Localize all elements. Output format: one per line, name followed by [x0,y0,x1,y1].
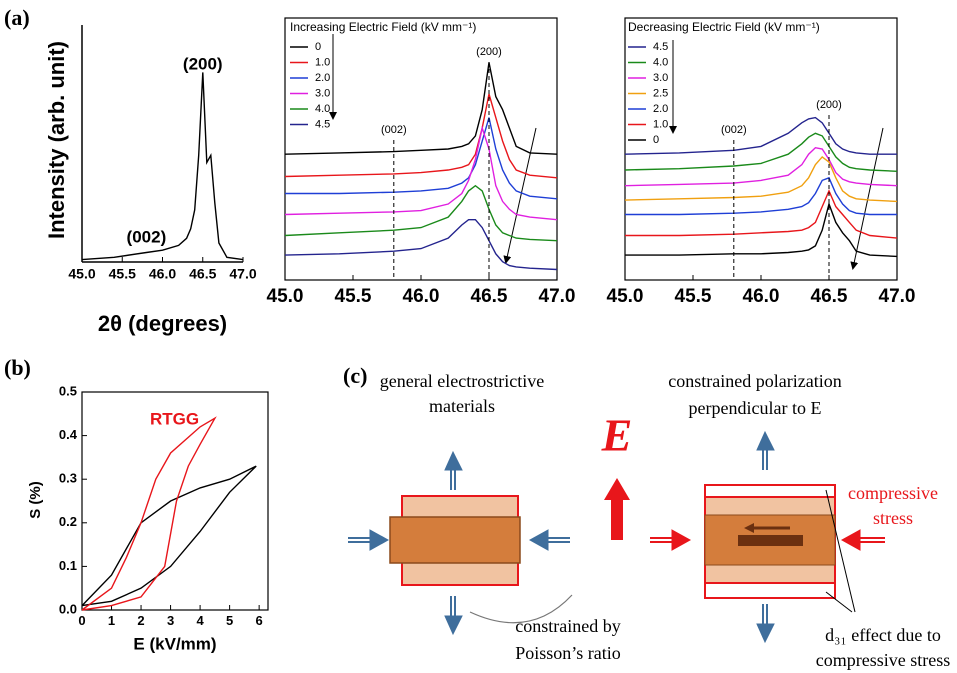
data-line [624,146,898,187]
data-line [284,62,558,155]
data-line [625,201,898,258]
caption: general electrostrictive [380,371,544,391]
trend-arrow [503,127,537,264]
x-axis-label: E (kV/mm) [133,634,216,653]
data-line [81,465,257,607]
annotation: (200) [816,99,842,111]
x-tick-label: 46.0 [149,265,176,281]
x-tick-label: 3 [167,613,174,628]
data-line [284,219,558,271]
frame [81,391,269,611]
legend-title: Increasing Electric Field (kV mm⁻¹) [290,20,476,34]
legend-label: 3.0 [653,72,668,84]
y-axis-label: Intensity (arb. unit) [44,41,69,239]
trend-arrow [850,127,884,270]
x-tick-label: 45.5 [675,286,712,307]
y-tick-label: 0.4 [59,427,78,442]
legend-label: 2.0 [315,72,330,84]
data-line [624,116,897,155]
legend-label: 1.0 [653,118,668,130]
x-tick-label: 45.0 [607,286,644,307]
x-tick-label: 6 [256,613,263,628]
data-line [285,117,558,200]
data-line [284,184,558,242]
x-tick-label: 45.5 [109,265,136,281]
stress-label: stress [873,508,913,528]
data-line [81,416,217,611]
stress-label: compressive [848,483,938,503]
x-tick-label: 45.0 [267,286,304,307]
data-line [81,72,244,261]
shape [738,535,803,546]
x-tick-label: 5 [226,613,233,628]
x-tick-label: 47.0 [879,286,916,307]
x-tick-label: 46.5 [189,265,216,281]
annotation: (002) [381,124,407,136]
data-line [284,125,558,221]
annotation: (200) [476,46,502,58]
polarization-arrow [744,523,754,533]
series-label: RTGG [150,409,199,428]
legend-label: 4.5 [315,118,330,130]
caption: perpendicular to E [689,398,822,418]
annotation: (002) [127,227,167,246]
panel-label: (b) [4,355,31,380]
caption: materials [429,396,495,416]
field-arrow [604,478,630,540]
x-tick-label: 46.5 [471,286,508,307]
x-tick-label: 45.0 [68,265,95,281]
panel-label: (c) [343,363,367,388]
y-axis-label: S (%) [27,481,44,519]
connector [469,594,573,624]
legend-label: 2.5 [653,87,668,99]
data-line [624,132,898,172]
y-tick-label: 0.3 [59,471,77,486]
legend-label: 4.0 [315,103,330,115]
annotation: (002) [721,124,747,136]
y-tick-label: 0.1 [59,558,77,573]
x-tick-label: 47.0 [539,286,576,307]
caption: Poisson’s ratio [515,643,621,663]
x-tick-label: 0 [78,613,85,628]
stress-arrows [348,430,775,644]
x-tick-label: 47.0 [229,265,256,281]
data-line [625,176,897,216]
x-tick-label: 1 [108,613,115,628]
caption: compressive stress [816,650,950,670]
caption: d₃₁ effect due to [825,625,941,645]
data-line [625,189,898,239]
connector [825,489,856,613]
field-label: E [601,410,633,461]
x-tick-label: 46.5 [811,286,848,307]
legend-label: 3.0 [315,87,330,99]
y-tick-label: 0.2 [59,514,77,529]
y-tick-label: 0.0 [59,601,77,616]
caption: constrained polarization [668,371,841,391]
legend-label: 2.0 [653,103,668,115]
compress-arrows [650,529,885,551]
x-tick-label: 46.0 [403,286,440,307]
panel-label: (a) [4,5,30,30]
x-tick-label: 45.5 [335,286,372,307]
legend-label: 0 [315,41,321,53]
legend-label: 4.5 [653,41,668,53]
legend-label: 1.0 [315,56,330,68]
legend-title: Decreasing Electric Field (kV mm⁻¹) [628,20,820,34]
x-tick-label: 46.0 [743,286,780,307]
shape [389,516,521,564]
data-line [624,155,898,203]
caption: constrained by [515,616,620,636]
annotation: (200) [183,54,223,73]
y-tick-label: 0.5 [59,383,77,398]
x-axis-label: 2θ (degrees) [98,311,227,336]
diagram: general electrostrictive materials const… [348,371,950,670]
x-tick-label: 4 [196,613,204,628]
x-tick-label: 2 [137,613,144,628]
legend-label: 0 [653,134,659,146]
legend-label: 4.0 [653,56,668,68]
